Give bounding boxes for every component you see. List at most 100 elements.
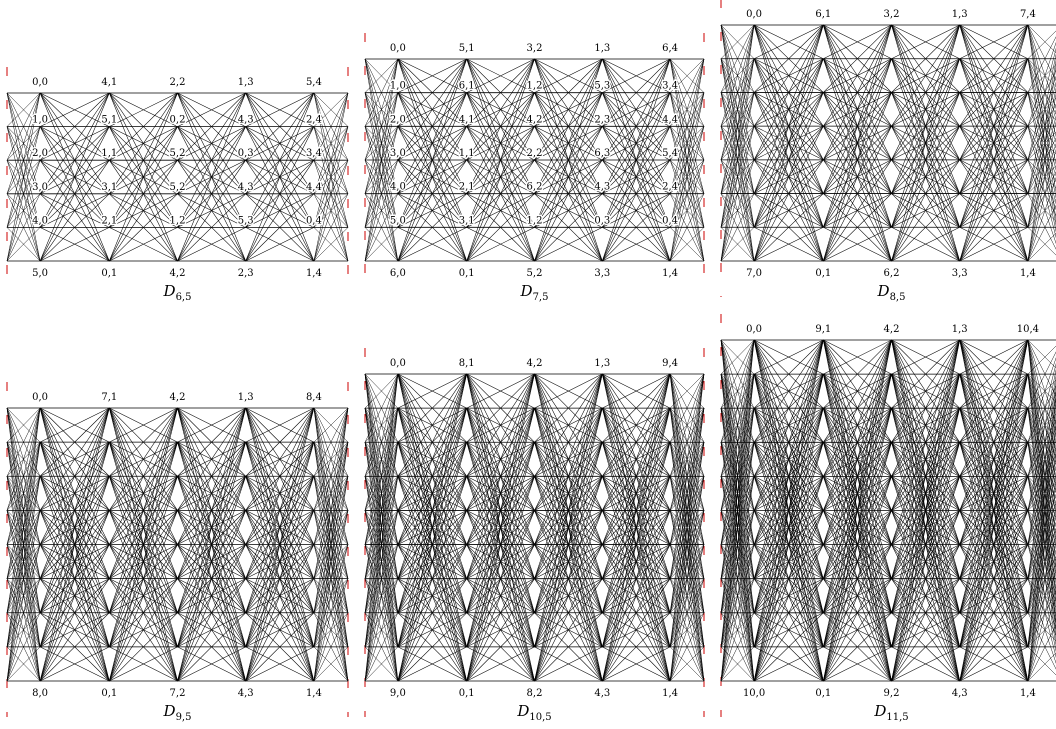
edge [753,24,824,93]
edge [245,407,315,545]
edge [602,126,671,262]
top-node-label: 8,4 [306,392,322,403]
edge [891,92,960,262]
edge [313,407,349,613]
edge [397,373,467,511]
edge [823,339,892,511]
edge [245,646,315,682]
edge [602,373,671,443]
edge [39,578,110,682]
edge [823,24,892,127]
edge [823,193,892,262]
edge [1027,426,1056,682]
edge [823,339,892,682]
edge [109,578,178,682]
edge [753,24,824,262]
edge [109,510,178,682]
edge [364,373,399,511]
edge [602,58,671,194]
edge [720,339,755,579]
edge [720,339,755,477]
edge [891,339,960,579]
edge [891,227,960,262]
edge [669,578,705,682]
edge [397,159,467,262]
edge [534,58,603,127]
edge [534,58,603,161]
edge [1027,624,1056,682]
node-label: 3,0 [32,182,48,193]
edge [245,92,315,228]
edge [534,193,603,262]
edge [669,612,705,682]
edge [177,476,246,682]
bottom-node-label: 9,0 [390,688,406,699]
edge [109,476,178,682]
edge [397,510,467,682]
edge [959,24,1029,59]
edge [397,442,467,682]
edge [534,227,603,262]
edge [466,544,535,682]
edge [245,407,315,647]
edge [177,407,246,477]
edge [753,58,824,262]
edge [109,544,178,682]
edge [1027,345,1056,375]
edge [177,407,246,443]
bottom-node-label: 0,1 [459,688,475,699]
node-label: 4,4 [662,114,678,125]
edge [720,646,755,682]
edge [720,544,755,682]
edge [39,646,110,682]
edge [823,339,892,545]
edge [397,373,467,682]
edge [959,227,1029,262]
edge [669,193,705,262]
top-node-label: 1,3 [952,9,968,20]
edge [177,544,246,682]
edge [669,442,705,682]
edge [397,646,467,682]
node-label: 2,3 [594,114,610,125]
node-label: 2,2 [527,148,543,159]
edge [109,407,178,579]
edge [823,24,892,262]
edge [959,339,1029,647]
edge [245,476,315,682]
edge [720,24,755,160]
edge [720,126,755,262]
edge [313,407,349,443]
diagram-d-6-5: 1,0 5,1 0,2 4,3 2,4 2,0 1,1 5,2 0,3 3,4 3,0 3,1 5,2 4… [6,67,349,303]
edge [753,159,824,262]
node-label: 1,0 [32,115,48,126]
edge [109,193,178,262]
edge [466,126,535,262]
edge [364,126,399,262]
node-label: 5,1 [101,115,117,126]
edge [397,193,467,262]
edge [602,612,671,682]
edge [891,24,960,228]
edge [6,126,41,262]
edge [753,24,824,59]
edge [1027,30,1056,59]
edge [364,58,399,161]
edge [823,374,892,682]
edge [1027,380,1056,579]
edge [6,476,41,682]
edge [534,544,603,682]
edge [245,612,315,682]
diagram-caption: D6,5 [163,282,192,303]
edge [823,24,892,93]
edge [1027,595,1056,682]
edge [466,227,535,262]
bottom-node-label: 9,2 [884,688,900,699]
node-label: 3,1 [459,215,475,226]
node-label: 6,3 [594,148,610,159]
edge [720,24,755,93]
top-node-label: 1,3 [594,43,610,54]
edge [109,160,178,262]
edge [959,24,1029,127]
edge [534,373,603,613]
